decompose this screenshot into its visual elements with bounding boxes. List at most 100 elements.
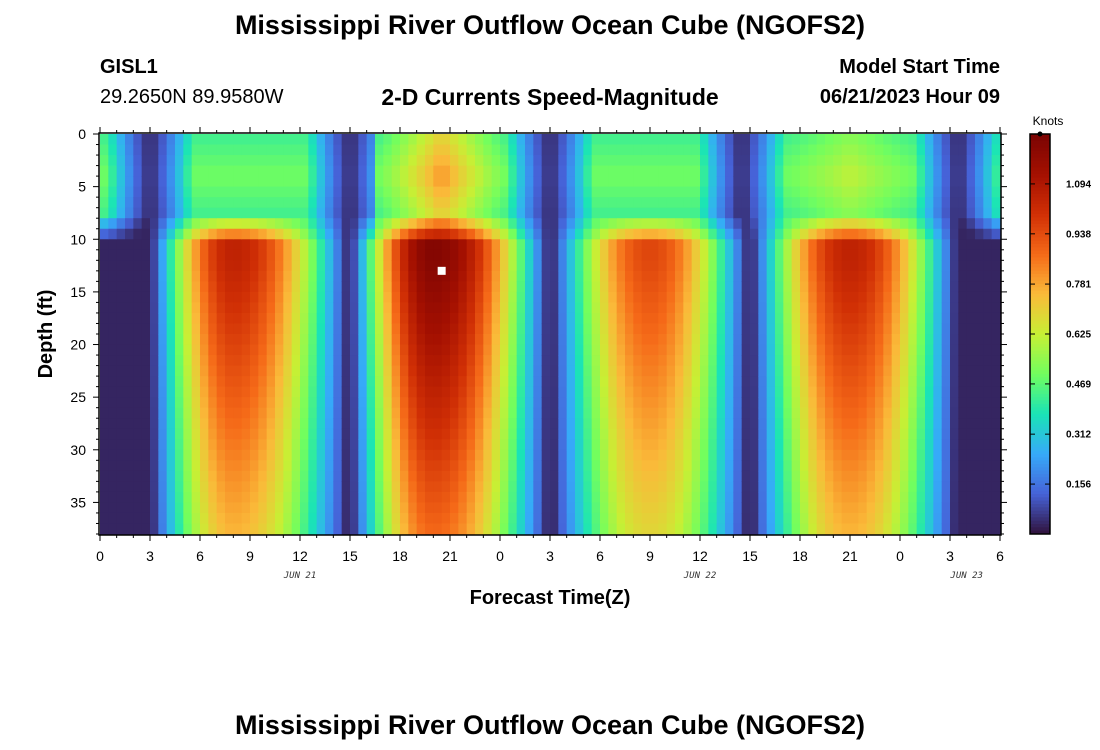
heatmap-cell	[366, 323, 376, 335]
heatmap-cell	[733, 270, 743, 282]
heatmap-cell	[891, 291, 901, 304]
heatmap-cell	[833, 491, 843, 504]
heatmap-cell	[108, 302, 118, 314]
heatmap-cell	[591, 165, 601, 177]
heatmap-cell	[691, 144, 701, 156]
heatmap-cell	[341, 491, 351, 504]
heatmap-cell	[866, 418, 876, 430]
heatmap-cell	[950, 144, 959, 156]
heatmap-cell	[583, 397, 593, 409]
heatmap-cell	[283, 165, 293, 177]
heatmap-cell	[966, 281, 976, 293]
heatmap-cell	[858, 270, 868, 282]
heatmap-cell	[733, 291, 743, 304]
heatmap-cell	[108, 186, 118, 198]
heatmap-cell	[316, 502, 326, 514]
heatmap-cell	[533, 481, 543, 493]
heatmap-cell	[358, 428, 368, 440]
heatmap-cell	[525, 502, 534, 514]
heatmap-cell	[683, 312, 693, 325]
heatmap-cell	[391, 491, 401, 504]
heatmap-cell	[683, 407, 693, 419]
heatmap-cell	[775, 355, 784, 367]
heatmap-cell	[358, 418, 368, 430]
heatmap-cell	[316, 397, 326, 409]
heatmap-cell	[783, 281, 793, 293]
heatmap-cell	[983, 155, 993, 167]
heatmap-cell	[633, 312, 643, 325]
heatmap-cell	[116, 428, 126, 440]
heatmap-cell	[875, 260, 884, 272]
heatmap-cell	[425, 155, 434, 167]
heatmap-cell	[925, 418, 934, 430]
heatmap-cell	[958, 134, 968, 146]
heatmap-cell	[841, 418, 851, 430]
heatmap-cell	[241, 270, 251, 282]
heatmap-cell	[191, 249, 201, 261]
heatmap-cell	[991, 491, 1001, 504]
heatmap-cell	[750, 334, 759, 346]
heatmap-cell	[283, 134, 293, 146]
heatmap-cell	[325, 470, 334, 482]
heatmap-cell	[125, 418, 134, 430]
heatmap-cell	[833, 260, 843, 272]
heatmap-cell	[125, 176, 134, 188]
heatmap-cell	[133, 344, 143, 356]
heatmap-cell	[916, 428, 926, 440]
heatmap-cell	[666, 155, 676, 167]
heatmap-cell	[900, 386, 909, 398]
heatmap-cell	[233, 302, 243, 314]
heatmap-cell	[516, 281, 526, 293]
heatmap-cell	[533, 270, 543, 282]
heatmap-cell	[308, 144, 318, 156]
heatmap-cell	[858, 502, 868, 514]
heatmap-cell	[600, 291, 609, 304]
heatmap-cell	[425, 418, 434, 430]
heatmap-cell	[716, 407, 726, 419]
x-tick-label: 15	[742, 548, 758, 564]
heatmap-cell	[341, 270, 351, 282]
heatmap-cell	[250, 176, 259, 188]
heatmap-cell	[391, 197, 401, 209]
heatmap-cell	[283, 176, 293, 188]
heatmap-cell	[491, 260, 501, 272]
heatmap-cell	[916, 386, 926, 398]
colorbar-segment	[1030, 427, 1050, 432]
heatmap-cell	[775, 502, 784, 514]
heatmap-cell	[825, 407, 834, 419]
heatmap-cell	[525, 323, 534, 335]
heatmap-cell	[883, 470, 893, 482]
heatmap-cell	[466, 207, 476, 219]
heatmap-cell	[808, 323, 818, 335]
heatmap-cell	[250, 523, 259, 535]
heatmap-cell	[600, 239, 609, 251]
heatmap-cell	[533, 155, 543, 167]
heatmap-cell	[225, 249, 234, 261]
heatmap-cell	[658, 428, 668, 440]
heatmap-cell	[525, 418, 534, 430]
heatmap-cell	[591, 207, 601, 219]
heatmap-cell	[500, 376, 509, 388]
heatmap-cell	[700, 428, 709, 440]
heatmap-cell	[258, 376, 268, 388]
heatmap-cell	[825, 197, 834, 209]
heatmap-cell	[250, 281, 259, 293]
colorbar-segment	[1030, 374, 1050, 378]
heatmap-cell	[591, 491, 601, 504]
heatmap-cell	[441, 407, 451, 419]
heatmap-cell	[241, 312, 251, 325]
heatmap-cell	[450, 176, 459, 188]
heatmap-cell	[141, 502, 151, 514]
heatmap-cell	[275, 407, 284, 419]
heatmap-cell	[125, 481, 134, 493]
colorbar-segment	[1030, 474, 1050, 478]
heatmap-cell	[866, 228, 876, 240]
heatmap-cell	[216, 291, 226, 304]
heatmap-cell	[258, 502, 268, 514]
heatmap-cell	[608, 176, 618, 188]
colorbar-segment	[1030, 220, 1050, 225]
heatmap-cell	[433, 407, 443, 419]
heatmap-cell	[183, 249, 193, 261]
heatmap-cell	[400, 491, 409, 504]
heatmap-cell	[908, 260, 918, 272]
